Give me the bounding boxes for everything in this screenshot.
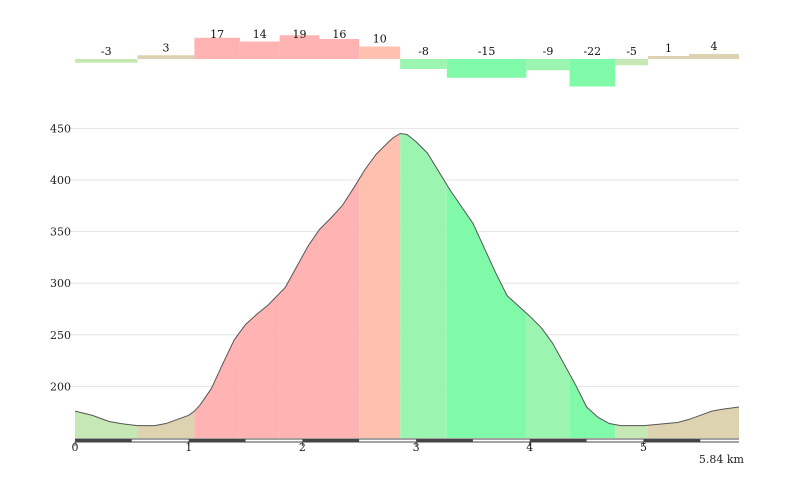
gradient-bar: [359, 46, 401, 59]
x-tick-label: 4: [526, 441, 533, 454]
y-axis-ticks: 200 250 300 350 400 450: [50, 122, 71, 393]
gradient-label: 16: [332, 28, 346, 41]
y-tick-label: 250: [50, 329, 71, 342]
x-tick-label: 5: [640, 441, 647, 454]
x-tick-label: 0: [72, 441, 79, 454]
gradient-bar: [526, 59, 570, 71]
scale-bar-segment: [188, 439, 246, 442]
elevation-fill-segment: [319, 178, 360, 438]
scale-bar-segment: [245, 439, 303, 442]
x-tick-label: 3: [413, 441, 420, 454]
y-tick-label: 300: [50, 277, 71, 290]
elevation-fill-segment: [526, 313, 570, 438]
elevation-fill-segment: [75, 411, 138, 438]
gradient-label: 3: [162, 41, 169, 54]
x-axis: 0 1 2 3 4 5: [72, 438, 739, 454]
scale-bar-segment: [586, 439, 644, 442]
gradient-label: 1: [665, 42, 672, 55]
gradient-label: -8: [418, 45, 429, 58]
gradient-bar: [648, 56, 689, 59]
elevation-fill-segment: [194, 332, 240, 438]
y-tick-label: 400: [50, 174, 71, 187]
scale-bar-segment: [302, 439, 360, 442]
gradient-label: 4: [710, 40, 717, 53]
elevation-fill-segment: [239, 293, 280, 438]
scale-bar-segment: [472, 439, 530, 442]
elevation-fill-segment: [359, 133, 401, 438]
gradient-bar: [688, 54, 739, 59]
gradient-label: 19: [293, 28, 307, 41]
gradient-bar: [446, 59, 527, 78]
scale-bar-segment: [359, 439, 417, 442]
gradient-bar: [615, 59, 649, 66]
y-tick-label: 200: [50, 380, 71, 393]
gradient-bar: [194, 37, 240, 59]
scale-bar-segment: [75, 439, 132, 442]
elevation-fill-segment: [446, 184, 527, 438]
elevation-profile-line: [74, 132, 740, 427]
elevation-fills: [74, 132, 740, 438]
y-tick-label: 450: [50, 122, 71, 135]
gradient-bar: [239, 41, 280, 59]
elevation-fill-segment: [569, 374, 616, 438]
scale-bar-segment: [416, 439, 473, 442]
scale-bar-segment: [529, 439, 587, 442]
elevation-fill-segment: [615, 424, 649, 438]
gradient-bar: [400, 59, 447, 69]
gradient-bar: [569, 59, 616, 87]
gradient-label: -15: [478, 45, 496, 58]
y-tick-label: 350: [50, 226, 71, 239]
scale-bar-segment: [643, 439, 701, 442]
gradient-bars: -3 317 14 19 16 10-8 -15 -9 -22 -5 1 4: [75, 28, 739, 87]
gradient-bar: [137, 55, 195, 59]
elevation-fill-segment: [279, 229, 320, 438]
elevation-fill-segment: [648, 419, 689, 438]
gradient-label: -3: [101, 45, 112, 58]
elevation-fill-segment: [400, 133, 447, 438]
elevation-fill-segment: [688, 407, 739, 438]
gradient-label: 10: [373, 33, 387, 46]
scale-bar-segment: [131, 439, 189, 442]
gradient-label: -22: [583, 45, 601, 58]
gradient-bar: [319, 39, 360, 59]
gradient-label: 17: [210, 28, 224, 41]
x-tick-label: 1: [185, 441, 192, 454]
gradient-bar: [279, 35, 320, 59]
gradient-label: -5: [626, 45, 637, 58]
elevation-fill-segment: [137, 411, 195, 438]
gradient-bar: [75, 59, 138, 63]
total-distance-label: 5.84 km: [699, 453, 745, 466]
scale-bar-segment: [700, 439, 739, 442]
gradient-label: -9: [543, 45, 554, 58]
x-tick-label: 2: [299, 441, 306, 454]
gradient-label: 14: [253, 28, 267, 41]
